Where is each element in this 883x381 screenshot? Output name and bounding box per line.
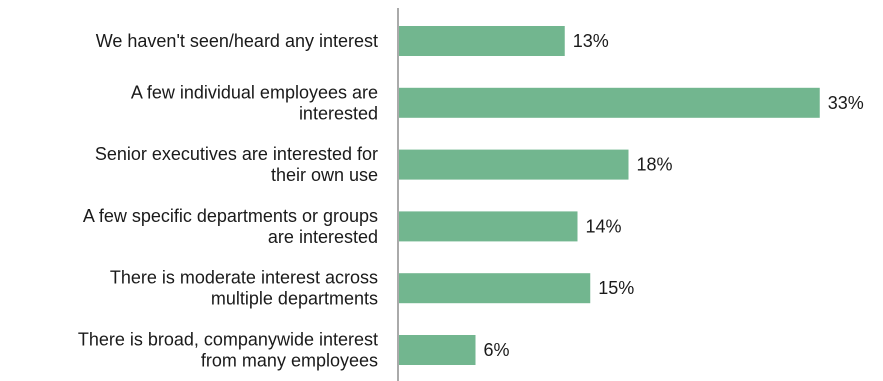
category-label-3-line-0: A few specific departments or groups (83, 206, 378, 226)
category-label-5-line-0: There is broad, companywide interest (78, 330, 378, 350)
value-label-1: 33% (828, 93, 864, 113)
bar-1 (399, 87, 820, 118)
category-label-1-line-1: interested (299, 103, 378, 123)
bar-2 (399, 149, 629, 180)
category-label-4-line-1: multiple departments (211, 289, 378, 309)
category-label-5-line-1: from many employees (201, 351, 378, 371)
value-label-2: 18% (637, 155, 673, 175)
value-label-3: 14% (586, 216, 622, 236)
value-label-4: 15% (598, 278, 634, 298)
category-label-2-line-1: their own use (271, 165, 378, 185)
bar-3 (399, 211, 578, 242)
value-label-0: 13% (573, 31, 609, 51)
bar-5 (399, 335, 476, 365)
value-label-5: 6% (484, 340, 510, 360)
bar-4 (399, 273, 591, 304)
category-label-4-line-0: There is moderate interest across (110, 268, 378, 288)
category-label-3-line-1: are interested (268, 227, 378, 247)
category-label-0-line-0: We haven't seen/heard any interest (96, 31, 378, 51)
category-label-1-line-0: A few individual employees are (131, 82, 378, 102)
bar-0 (399, 26, 565, 56)
bars-group: 13% We haven't seen/heard any interest 33%… (78, 26, 864, 371)
category-label-2-line-0: Senior executives are interested for (95, 144, 378, 164)
